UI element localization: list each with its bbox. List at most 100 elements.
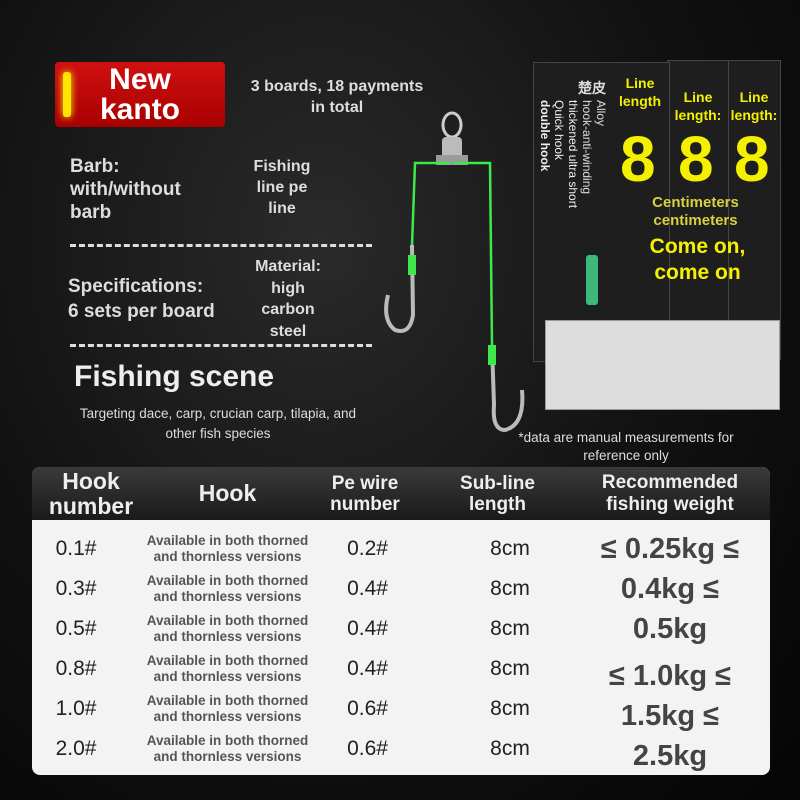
- barb-feature: Barb: with/without barb: [70, 155, 181, 224]
- pe-cell: 0.6#: [347, 697, 388, 720]
- material-line1: Material:: [255, 258, 321, 275]
- hook-number-cell: 0.8#: [55, 657, 97, 680]
- barb-line3: barb: [70, 202, 112, 223]
- hook-line2: and thornless versions: [153, 549, 302, 564]
- pkg-digit: 8: [620, 123, 656, 195]
- hook-line2: and thornless versions: [153, 669, 302, 684]
- pkg-vertical-thick: thickened ultra short: [566, 100, 580, 209]
- length-cell: 8cm: [490, 737, 530, 760]
- spec-feature: Specifications: 6 sets per board: [68, 274, 215, 324]
- hook-number-cell: 1.0#: [55, 697, 97, 720]
- table-row: 2.0# Available in both thorned and thornl…: [32, 729, 570, 769]
- glow-stick-icon: [63, 72, 71, 117]
- table-header: Hook number Hook Pe wire number Sub-line…: [32, 467, 770, 520]
- pkg-digit: 8: [678, 123, 714, 195]
- pe-cell: 0.6#: [347, 737, 388, 760]
- pkg-slogan2: come on: [654, 261, 741, 284]
- table-row: 0.1# Available in both thorned and thornl…: [32, 529, 570, 569]
- weight-text: ≤ 1.0kg ≤: [608, 660, 732, 692]
- hook-tray: [545, 320, 780, 410]
- spec-table: Hook number Hook Pe wire number Sub-line…: [32, 467, 770, 775]
- glow-tube-icon: [586, 255, 598, 305]
- material-line2: high: [271, 279, 305, 297]
- pkg-line-label: Line length:: [730, 89, 778, 123]
- pkg-slogan1: Come on,: [649, 235, 746, 258]
- barb-line2: with/without: [70, 179, 181, 200]
- pkg-cm: Centimeters centimeters: [618, 194, 773, 230]
- line-line1: Fishing: [253, 158, 311, 175]
- length-cell: 8cm: [490, 657, 530, 680]
- length-cell: 8cm: [490, 577, 530, 600]
- length-cell: 8cm: [490, 537, 530, 560]
- pkg-cm2: centimeters: [653, 212, 738, 229]
- hook-cell: Available in both thorned and thornless v…: [120, 533, 335, 565]
- pkg-vertical-quick-hook: Quick hook: [552, 100, 566, 161]
- pe-cell: 0.4#: [347, 577, 388, 600]
- hook-number-cell: 0.5#: [55, 617, 97, 640]
- badge-line1: New: [109, 63, 171, 96]
- table-row: 0.5# Available in both thorned and thornl…: [32, 609, 570, 649]
- pkg-vertical-alloy: Alloy: [594, 100, 608, 127]
- weight-group-b: ≤ 1.0kg ≤ 1.5kg ≤ 2.5kg: [570, 656, 770, 775]
- hook-line2: and thornless versions: [153, 629, 302, 644]
- boards-line1: 3 boards, 18 payments: [250, 78, 424, 95]
- badge-line2: kanto: [99, 93, 180, 126]
- header-weight: Recommended fishing weight: [601, 471, 739, 515]
- table-row: 0.3# Available in both thorned and thornl…: [32, 569, 570, 609]
- pe-cell: 0.4#: [347, 657, 388, 680]
- hook-line1: Available in both thorned: [146, 653, 309, 668]
- length-cell: 8cm: [490, 617, 530, 640]
- pkg-line-label: Line length: [619, 75, 661, 109]
- divider: [70, 244, 372, 247]
- pe-cell: 0.2#: [347, 537, 388, 560]
- pkg-vertical-anti: hook-anti-winding: [580, 100, 594, 195]
- hook-line1: Available in both thorned: [146, 613, 309, 628]
- measurement-note: *data are manual measurements for refere…: [480, 429, 772, 465]
- pe-cell: 0.4#: [347, 617, 388, 640]
- pkg-cm1: Centimeters: [652, 194, 739, 211]
- spec-line1: Specifications:: [68, 276, 204, 297]
- hook-line2: and thornless versions: [153, 589, 302, 604]
- weight-text: 1.5kg ≤: [620, 700, 720, 732]
- hook-line1: Available in both thorned: [146, 733, 309, 748]
- note-line2: reference only: [583, 448, 669, 463]
- header-hook: Hook: [198, 480, 257, 506]
- hook-line1: Available in both thorned: [146, 573, 309, 588]
- line-line3: line: [268, 200, 296, 217]
- scene-desc-line2: other fish species: [165, 426, 271, 441]
- boards-note: 3 boards, 18 payments in total: [228, 76, 446, 118]
- divider: [70, 344, 372, 347]
- scene-title: Fishing scene: [74, 360, 275, 393]
- hook-number-cell: 0.3#: [55, 577, 97, 600]
- line-feature: Fishing line pe line: [232, 156, 332, 219]
- barb-line1: Barb:: [70, 156, 120, 177]
- hook-cell: Available in both thorned and thornless v…: [120, 693, 335, 725]
- new-kanto-badge: New kanto: [55, 62, 225, 127]
- scene-desc: Targeting dace, carp, crucian carp, tila…: [20, 404, 416, 444]
- material-line3: carbon: [261, 301, 315, 318]
- weight-text: ≤ 0.25kg ≤: [600, 533, 740, 565]
- pkg-digit: 8: [734, 123, 770, 195]
- material-line4: steel: [269, 322, 307, 340]
- hook-number-cell: 0.1#: [55, 537, 97, 560]
- table-row: 0.8# Available in both thorned and thornl…: [32, 649, 570, 689]
- pkg-brand: 楚皮: [578, 80, 606, 96]
- pkg-vertical-double-hook: double hook: [538, 100, 552, 172]
- pkg-slogan: Come on, come on: [625, 234, 770, 286]
- boards-line2: in total: [310, 99, 364, 116]
- hook-cell: Available in both thorned and thornless v…: [120, 613, 335, 645]
- header-hook-number: Hook number: [48, 467, 134, 519]
- scene-desc-line1: Targeting dace, carp, crucian carp, tila…: [79, 406, 357, 421]
- pkg-line-label: Line length:: [674, 89, 722, 123]
- table-row: 1.0# Available in both thorned and thornl…: [32, 689, 570, 729]
- hook-cell: Available in both thorned and thornless v…: [120, 573, 335, 605]
- hook-cell: Available in both thorned and thornless v…: [120, 653, 335, 685]
- product-package: double hook Quick hook thickened ultra s…: [530, 40, 782, 415]
- double-hook-rig-image: [384, 111, 525, 433]
- header-sub-line: Sub-line length: [460, 472, 535, 515]
- weight-group-a: ≤ 0.25kg ≤ 0.4kg ≤ 0.5kg: [570, 529, 770, 649]
- hook-line2: and thornless versions: [153, 709, 302, 724]
- line-line2: line pe: [256, 179, 308, 196]
- hook-line2: and thornless versions: [153, 749, 302, 764]
- weight-text: 0.5kg: [632, 613, 708, 645]
